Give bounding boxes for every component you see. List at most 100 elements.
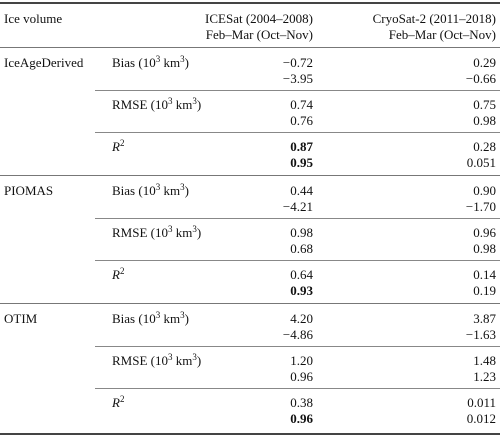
- unit-exponent: 3: [192, 352, 197, 362]
- metric-label-r2: R2: [112, 267, 124, 283]
- icesat-value: 0.44: [290, 183, 313, 198]
- cryosat-value: 0.29: [473, 55, 496, 70]
- icesat-value: 0.68: [290, 241, 313, 256]
- unit-exponent: 3: [155, 182, 161, 192]
- icesat-value: 0.95: [290, 155, 313, 170]
- unit-km: km: [160, 311, 181, 326]
- header-icesat: ICESat (2004–2008): [205, 11, 313, 26]
- top-rule: [0, 2, 500, 4]
- r-symbol: R: [112, 395, 120, 410]
- subrow-rule: [95, 346, 500, 347]
- unit-close: ): [184, 55, 189, 70]
- unit-exponent: 3: [155, 54, 161, 64]
- icesat-value: −4.86: [282, 327, 313, 342]
- metric-label-rmse: RMSE (103 km3): [112, 353, 201, 369]
- metric-label-bias: Bias (103 km3): [112, 183, 189, 199]
- unit-exponent: 3: [180, 182, 185, 192]
- unit-km: km: [160, 183, 181, 198]
- metric-label-r2: R2: [112, 395, 124, 411]
- cryosat-value: 0.051: [466, 155, 496, 170]
- bottom-rule: [0, 433, 500, 435]
- unit-km: km: [172, 225, 193, 240]
- subrow-rule: [95, 90, 500, 91]
- header-cryosat-season: Feb–Mar (Oct–Nov): [388, 27, 496, 42]
- unit-exponent: 3: [167, 96, 173, 106]
- icesat-value: 0.98: [290, 225, 313, 240]
- unit-km: km: [160, 55, 181, 70]
- cryosat-value: 3.87: [473, 311, 496, 326]
- cryosat-value: 0.19: [473, 283, 496, 298]
- cryosat-value: 1.23: [473, 369, 496, 384]
- metric-label-bias: Bias (103 km3): [112, 55, 189, 71]
- cryosat-value: 0.96: [473, 225, 496, 240]
- unit-close: ): [196, 353, 202, 368]
- unit-exponent: 3: [167, 224, 173, 234]
- unit-km: km: [172, 97, 193, 112]
- subrow-rule: [95, 132, 500, 133]
- group-rule: [0, 175, 500, 176]
- unit-close: ): [196, 97, 202, 112]
- icesat-value: 4.20: [290, 311, 313, 326]
- header-cryosat: CryoSat-2 (2011–2018): [372, 11, 496, 26]
- icesat-value: 0.76: [290, 113, 313, 128]
- r-symbol: R: [112, 139, 120, 154]
- metric-label-r2: R2: [112, 139, 124, 155]
- header-rule: [0, 47, 500, 48]
- icesat-value: 0.87: [290, 139, 313, 154]
- r-exponent: 2: [119, 266, 125, 276]
- header-icesat-season: Feb–Mar (Oct–Nov): [205, 27, 313, 42]
- model-name: IceAgeDerived: [4, 55, 84, 70]
- unit-close: ): [196, 225, 202, 240]
- cryosat-value: −0.66: [465, 71, 496, 86]
- unit-exponent: 3: [155, 310, 161, 320]
- group-rule: [0, 303, 500, 304]
- unit-exponent: 3: [192, 224, 197, 234]
- icesat-value: −3.95: [282, 71, 313, 86]
- metric-label-rmse: RMSE (103 km3): [112, 225, 201, 241]
- header-ice-volume: Ice volume: [4, 11, 63, 26]
- subrow-rule: [95, 260, 500, 261]
- unit-km: km: [172, 353, 193, 368]
- icesat-value: 1.20: [290, 353, 313, 368]
- icesat-value: 0.64: [290, 267, 313, 282]
- metric-label-rmse: RMSE (103 km3): [112, 97, 201, 113]
- subrow-rule: [95, 218, 500, 219]
- cryosat-value: 0.75: [473, 97, 496, 112]
- cryosat-value: 1.48: [473, 353, 496, 368]
- icesat-value: 0.96: [290, 411, 313, 426]
- icesat-value: 0.96: [290, 369, 313, 384]
- unit-close: ): [184, 311, 189, 326]
- metric-prefix: Bias (10: [112, 183, 156, 198]
- unit-exponent: 3: [180, 54, 185, 64]
- metric-prefix: RMSE (10: [112, 97, 168, 112]
- cryosat-value: −1.63: [465, 327, 496, 342]
- metric-prefix: RMSE (10: [112, 353, 168, 368]
- cryosat-value: 0.28: [473, 139, 496, 154]
- icesat-value: 0.74: [290, 97, 313, 112]
- icesat-value: −4.21: [282, 199, 313, 214]
- icesat-value: 0.93: [290, 283, 313, 298]
- subrow-rule: [95, 388, 500, 389]
- r-exponent: 2: [119, 138, 125, 148]
- metric-prefix: Bias (10: [112, 55, 156, 70]
- cryosat-value: 0.011: [467, 395, 496, 410]
- model-name: OTIM: [4, 311, 38, 326]
- metric-label-bias: Bias (103 km3): [112, 311, 189, 327]
- cryosat-value: 0.14: [473, 267, 496, 282]
- metric-prefix: Bias (10: [112, 311, 156, 326]
- cryosat-value: −1.70: [465, 199, 496, 214]
- icesat-value: 0.38: [290, 395, 313, 410]
- unit-exponent: 3: [167, 352, 173, 362]
- unit-exponent: 3: [180, 310, 185, 320]
- model-name: PIOMAS: [4, 183, 54, 198]
- unit-exponent: 3: [192, 96, 197, 106]
- r-symbol: R: [112, 267, 120, 282]
- r-exponent: 2: [119, 394, 125, 404]
- cryosat-value: 0.98: [473, 241, 496, 256]
- cryosat-value: 0.90: [473, 183, 496, 198]
- icesat-value: −0.72: [282, 55, 313, 70]
- cryosat-value: 0.012: [466, 411, 496, 426]
- cryosat-value: 0.98: [473, 113, 496, 128]
- unit-close: ): [184, 183, 189, 198]
